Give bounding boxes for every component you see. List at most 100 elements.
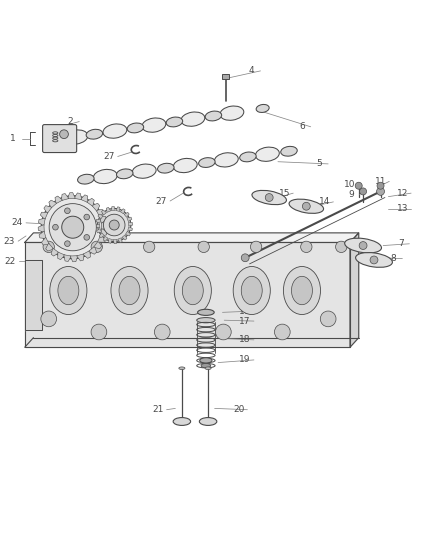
Polygon shape <box>46 243 54 251</box>
Text: 9: 9 <box>348 190 354 199</box>
Text: 25: 25 <box>80 209 92 219</box>
Ellipse shape <box>214 153 238 167</box>
Polygon shape <box>40 212 48 220</box>
Polygon shape <box>100 229 107 236</box>
Polygon shape <box>98 235 105 242</box>
Polygon shape <box>113 239 117 244</box>
Ellipse shape <box>205 111 222 121</box>
Text: 20: 20 <box>233 405 244 414</box>
Ellipse shape <box>174 266 212 314</box>
Ellipse shape <box>64 130 88 144</box>
Ellipse shape <box>255 147 279 161</box>
Text: 17: 17 <box>240 317 251 326</box>
Circle shape <box>320 311 336 327</box>
Text: 14: 14 <box>319 197 330 206</box>
Circle shape <box>144 241 155 253</box>
Ellipse shape <box>78 174 94 184</box>
Circle shape <box>53 224 58 230</box>
Text: 5: 5 <box>317 159 322 168</box>
Text: 23: 23 <box>4 237 15 246</box>
Circle shape <box>377 182 384 189</box>
Polygon shape <box>122 235 127 240</box>
Circle shape <box>265 193 273 201</box>
Ellipse shape <box>179 367 185 369</box>
FancyBboxPatch shape <box>42 125 77 152</box>
Polygon shape <box>51 248 59 256</box>
Polygon shape <box>94 241 102 249</box>
Ellipse shape <box>142 118 166 132</box>
Circle shape <box>84 235 89 240</box>
Circle shape <box>336 241 347 253</box>
Polygon shape <box>88 246 97 254</box>
Ellipse shape <box>197 318 215 323</box>
Ellipse shape <box>132 164 156 178</box>
Text: 22: 22 <box>5 257 16 266</box>
Text: 13: 13 <box>397 204 408 213</box>
Ellipse shape <box>291 276 312 305</box>
Polygon shape <box>64 255 71 262</box>
Polygon shape <box>99 233 104 238</box>
Polygon shape <box>25 243 350 348</box>
Text: 26: 26 <box>69 197 81 206</box>
Text: 8: 8 <box>391 254 396 263</box>
Circle shape <box>360 188 367 195</box>
Ellipse shape <box>200 358 212 363</box>
Circle shape <box>41 196 104 259</box>
Polygon shape <box>44 206 52 214</box>
Polygon shape <box>83 251 91 259</box>
Polygon shape <box>350 233 359 348</box>
Polygon shape <box>70 256 78 262</box>
Ellipse shape <box>119 276 140 305</box>
Circle shape <box>359 241 367 249</box>
Ellipse shape <box>181 112 205 126</box>
Polygon shape <box>95 224 100 228</box>
Text: 18: 18 <box>240 335 251 344</box>
Polygon shape <box>81 195 88 203</box>
Polygon shape <box>96 219 101 223</box>
Ellipse shape <box>233 266 270 314</box>
Text: 6: 6 <box>299 122 305 131</box>
Ellipse shape <box>220 106 244 120</box>
Ellipse shape <box>198 158 215 167</box>
Polygon shape <box>127 217 132 222</box>
Text: 27: 27 <box>155 197 167 206</box>
Circle shape <box>109 220 119 230</box>
Circle shape <box>377 188 385 195</box>
Ellipse shape <box>356 253 392 268</box>
Ellipse shape <box>182 276 203 305</box>
Ellipse shape <box>289 199 324 213</box>
Circle shape <box>302 203 310 210</box>
Polygon shape <box>92 203 100 211</box>
Text: 27: 27 <box>103 152 115 161</box>
Ellipse shape <box>205 367 211 369</box>
Polygon shape <box>109 239 113 243</box>
Polygon shape <box>67 192 75 199</box>
Text: 11: 11 <box>375 177 386 186</box>
Circle shape <box>62 216 84 238</box>
Ellipse shape <box>127 123 144 133</box>
Ellipse shape <box>241 276 262 305</box>
Polygon shape <box>39 218 45 226</box>
Polygon shape <box>96 209 104 217</box>
Polygon shape <box>25 260 42 330</box>
Polygon shape <box>101 222 107 230</box>
Ellipse shape <box>201 364 211 368</box>
Circle shape <box>98 208 131 241</box>
Circle shape <box>370 256 378 264</box>
Circle shape <box>241 254 249 262</box>
Text: 10: 10 <box>344 180 356 189</box>
Circle shape <box>355 182 362 189</box>
Circle shape <box>215 324 231 340</box>
Circle shape <box>60 130 68 139</box>
Polygon shape <box>111 206 115 211</box>
Polygon shape <box>77 254 84 261</box>
Polygon shape <box>96 229 102 233</box>
Ellipse shape <box>50 266 87 314</box>
Polygon shape <box>128 227 132 231</box>
Polygon shape <box>55 196 63 204</box>
Polygon shape <box>120 209 125 214</box>
Ellipse shape <box>86 130 102 139</box>
Circle shape <box>275 324 290 340</box>
Polygon shape <box>103 236 108 241</box>
Ellipse shape <box>345 238 381 253</box>
